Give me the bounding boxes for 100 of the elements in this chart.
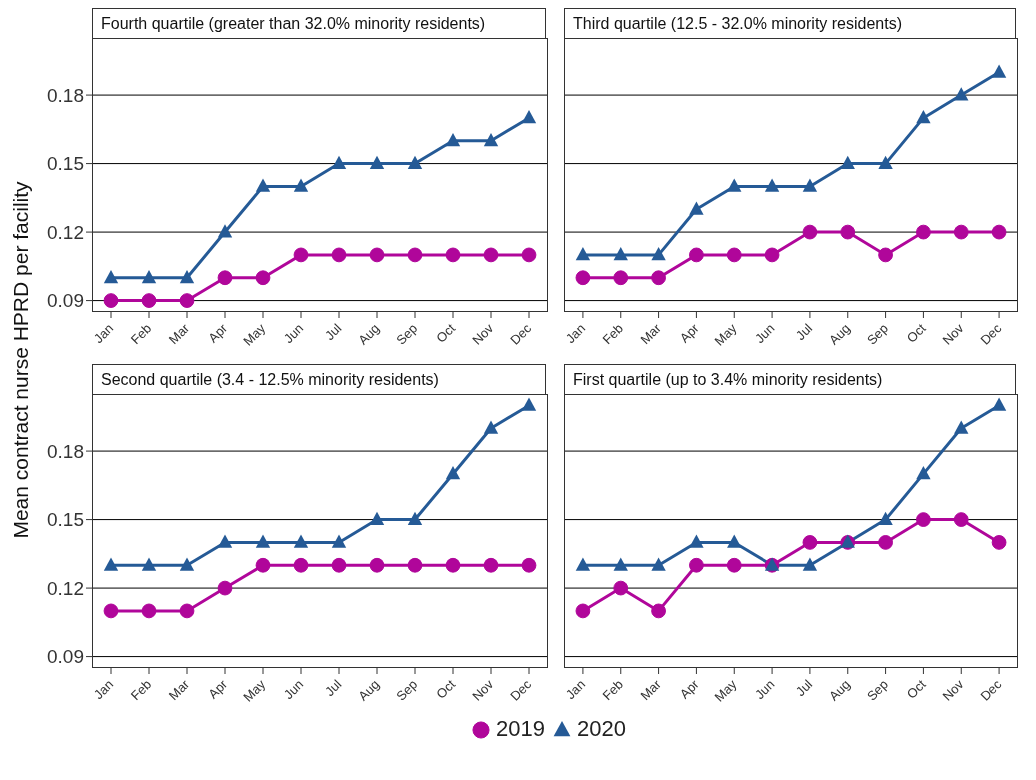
point	[613, 580, 629, 596]
point	[369, 247, 385, 263]
point	[331, 155, 347, 169]
y-tick-label: 0.09	[47, 646, 84, 668]
point	[916, 466, 931, 480]
x-tick-label: Jun	[280, 676, 307, 703]
point	[613, 557, 628, 571]
point	[613, 270, 629, 286]
x-tick-label: Dec	[977, 320, 1005, 348]
x-tick-label: Jul	[792, 320, 816, 344]
x-tick-label: Feb	[599, 676, 627, 704]
x-tick-label: Mar	[165, 676, 193, 704]
point	[141, 293, 157, 308]
x-tick-label: Oct	[903, 676, 929, 702]
point	[179, 269, 195, 284]
legend-label: 2019	[496, 716, 545, 742]
point	[179, 557, 195, 571]
y-tick-label: 0.09	[47, 290, 84, 312]
point	[575, 603, 591, 619]
x-tick-label: Mar	[165, 320, 193, 348]
point	[217, 534, 233, 548]
point	[878, 247, 893, 263]
point	[217, 270, 233, 286]
point	[331, 247, 347, 263]
x-tick-label: May	[240, 320, 269, 349]
chart-title: Fourth quartile (greater than 32.0% minority residents)	[92, 8, 546, 38]
point	[293, 247, 309, 263]
point	[689, 557, 704, 573]
point	[255, 270, 271, 286]
point	[179, 603, 195, 619]
point	[651, 603, 666, 619]
point	[727, 534, 742, 548]
point	[141, 269, 157, 284]
point	[916, 110, 931, 124]
x-tick-label: Feb	[127, 676, 155, 704]
x-tick-label: Apr	[676, 676, 703, 702]
point	[445, 557, 461, 573]
x-tick-label: Jul	[321, 676, 345, 700]
point	[103, 603, 119, 619]
point	[726, 247, 742, 263]
point	[445, 247, 461, 263]
point	[802, 224, 818, 240]
y-tick-label: 0.18	[47, 84, 84, 106]
chart-title: Second quartile (3.4 - 12.5% minority residents)	[92, 364, 546, 394]
x-tick-label: Mar	[637, 320, 665, 348]
y-tick-label: 0.12	[47, 221, 84, 243]
x-tick-label: Jun	[280, 320, 307, 347]
point	[255, 557, 271, 573]
point	[255, 534, 271, 548]
x-tick-label: Sep	[863, 676, 891, 704]
point	[369, 155, 385, 169]
x-tick-label: Jan	[90, 320, 117, 347]
x-tick-label: Jul	[321, 320, 345, 344]
point	[293, 178, 309, 192]
point	[689, 534, 704, 548]
point	[407, 247, 423, 263]
point	[217, 580, 233, 596]
point	[954, 87, 969, 101]
point	[483, 420, 499, 434]
x-tick-label: May	[711, 676, 740, 705]
point	[103, 557, 119, 571]
y-axis-title: Mean contract nurse HPRD per facility	[9, 181, 33, 539]
point	[651, 247, 666, 261]
point	[369, 511, 385, 525]
point	[141, 557, 157, 571]
point	[575, 247, 591, 261]
point	[483, 557, 499, 573]
point	[293, 557, 309, 573]
point	[407, 511, 423, 525]
x-tick-label: Dec	[977, 676, 1005, 704]
point	[727, 178, 742, 192]
point	[293, 534, 309, 548]
point	[878, 511, 893, 525]
point	[521, 247, 537, 263]
point	[521, 110, 537, 124]
chart-title: First quartile (up to 3.4% minority residents)	[564, 364, 1016, 394]
x-tick-label: May	[240, 676, 269, 705]
y-tick-label: 0.18	[47, 440, 84, 462]
point	[483, 247, 499, 263]
x-tick-label: Aug	[355, 676, 383, 704]
point	[840, 224, 856, 240]
point	[103, 293, 119, 308]
y-tick-label: 0.12	[47, 577, 84, 599]
x-tick-label: Nov	[939, 676, 967, 704]
point	[991, 224, 1007, 240]
x-tick-label: Sep	[863, 320, 891, 348]
point	[764, 247, 780, 263]
point	[255, 178, 271, 192]
point	[407, 557, 423, 573]
x-tick-label: Jun	[751, 320, 778, 347]
chart-title: Third quartile (12.5 - 32.0% minority residents)	[564, 8, 1016, 38]
point	[916, 512, 931, 527]
point	[179, 293, 195, 308]
point	[445, 132, 461, 147]
x-tick-label: Feb	[599, 320, 627, 348]
point	[141, 603, 157, 619]
x-tick-label: Oct	[433, 676, 459, 702]
point	[407, 155, 423, 169]
point	[991, 397, 1007, 411]
x-tick-label: Mar	[637, 676, 665, 704]
